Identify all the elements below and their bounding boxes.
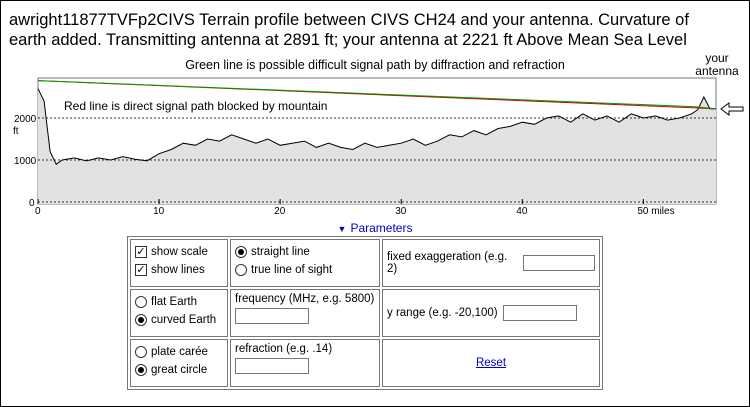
frequency-input[interactable]: [235, 308, 309, 324]
straight-line-label: straight line: [251, 246, 310, 258]
x-tick-label: 30: [395, 206, 407, 217]
great-circle-option[interactable]: great circle: [135, 361, 223, 379]
show-scale-label: show scale: [151, 246, 208, 258]
x-axis-ticks: 0 10 20 30 40 50 miles: [35, 199, 675, 217]
frequency-label: frequency (MHz, e.g. 5800): [235, 293, 375, 305]
refraction-label: refraction (e.g. .14): [235, 343, 333, 355]
terrain-line: [37, 88, 716, 165]
curved-earth-option[interactable]: curved Earth: [135, 311, 223, 329]
true-line-of-sight-option[interactable]: true line of sight: [235, 261, 375, 279]
chart-subtitle: Green line is possible difficult signal …: [185, 58, 565, 72]
cell-y-range: y range (e.g. -20,100): [382, 289, 600, 337]
cell-refraction: refraction (e.g. .14): [230, 339, 380, 387]
parameters-table: ✓ show scale ✓ show lines straight line tr…: [127, 236, 603, 390]
plate-caree-label: plate carée: [151, 346, 208, 358]
show-lines-checkbox[interactable]: ✓: [135, 264, 147, 276]
left-arrow-icon: [720, 102, 744, 116]
flat-earth-radio[interactable]: [135, 296, 147, 308]
parameters-toggle[interactable]: ▼ Parameters: [0, 221, 750, 235]
y-range-input[interactable]: [502, 305, 577, 321]
show-lines-label: show lines: [151, 264, 205, 276]
true-line-of-sight-label: true line of sight: [251, 264, 333, 276]
reset-link[interactable]: Reset: [475, 357, 507, 369]
great-circle-radio[interactable]: [135, 364, 147, 376]
great-circle-label: great circle: [151, 364, 208, 376]
x-tick-label: 10: [153, 206, 165, 217]
terrain-fill: [38, 88, 716, 202]
show-scale-option[interactable]: ✓ show scale: [135, 243, 223, 261]
plate-caree-option[interactable]: plate carée: [135, 343, 223, 361]
y-range-label: y range (e.g. -20,100): [387, 307, 498, 319]
plate-caree-radio[interactable]: [135, 346, 147, 358]
x-tick-label: 50 miles: [637, 206, 674, 217]
straight-line-option[interactable]: straight line: [235, 243, 375, 261]
true-line-of-sight-radio[interactable]: [235, 264, 247, 276]
cell-earth: flat Earth curved Earth: [130, 289, 228, 337]
y-unit-label: ft: [13, 126, 19, 137]
y-tick-1000: 1000: [14, 156, 37, 167]
x-tick-label: 0: [35, 206, 41, 217]
cell-projection: plate carée great circle: [130, 339, 228, 387]
parameters-label: Parameters: [350, 221, 413, 235]
straight-line-radio[interactable]: [235, 246, 247, 258]
cell-frequency: frequency (MHz, e.g. 5800): [230, 289, 380, 337]
show-scale-checkbox[interactable]: ✓: [135, 246, 147, 258]
curved-earth-label: curved Earth: [151, 314, 217, 326]
refraction-input[interactable]: [235, 358, 309, 374]
x-tick-label: 40: [516, 206, 528, 217]
show-lines-option[interactable]: ✓ show lines: [135, 261, 223, 279]
y-tick-0: 0: [29, 198, 35, 209]
curved-earth-radio[interactable]: [135, 314, 147, 326]
flat-earth-label: flat Earth: [151, 296, 198, 308]
direct-path-annotation: Red line is direct signal path blocked b…: [64, 99, 327, 113]
your-antenna-label: your antenna: [694, 52, 740, 78]
diffraction-path-line: [37, 80, 717, 110]
fixed-exaggeration-label: fixed exaggeration (e.g. 2): [387, 251, 508, 275]
y-tick-2000: 2000: [14, 114, 37, 125]
x-tick-label: 20: [274, 206, 286, 217]
cell-reset: Reset: [382, 339, 600, 387]
cell-line-type: straight line true line of sight: [230, 239, 380, 287]
fixed-exaggeration-input[interactable]: [522, 255, 595, 271]
page-title: awright11877TVFp2CIVS Terrain profile be…: [9, 11, 689, 49]
flat-earth-option[interactable]: flat Earth: [135, 293, 223, 311]
terrain-profile-chart: Red line is direct signal path blocked b…: [13, 77, 744, 217]
cell-display: ✓ show scale ✓ show lines: [130, 239, 228, 287]
cell-exaggeration: fixed exaggeration (e.g. 2): [382, 239, 600, 287]
your-antenna-label-line2: antenna: [695, 64, 739, 78]
your-antenna-label-line1: your: [705, 51, 729, 65]
triangle-down-icon: ▼: [337, 224, 347, 234]
